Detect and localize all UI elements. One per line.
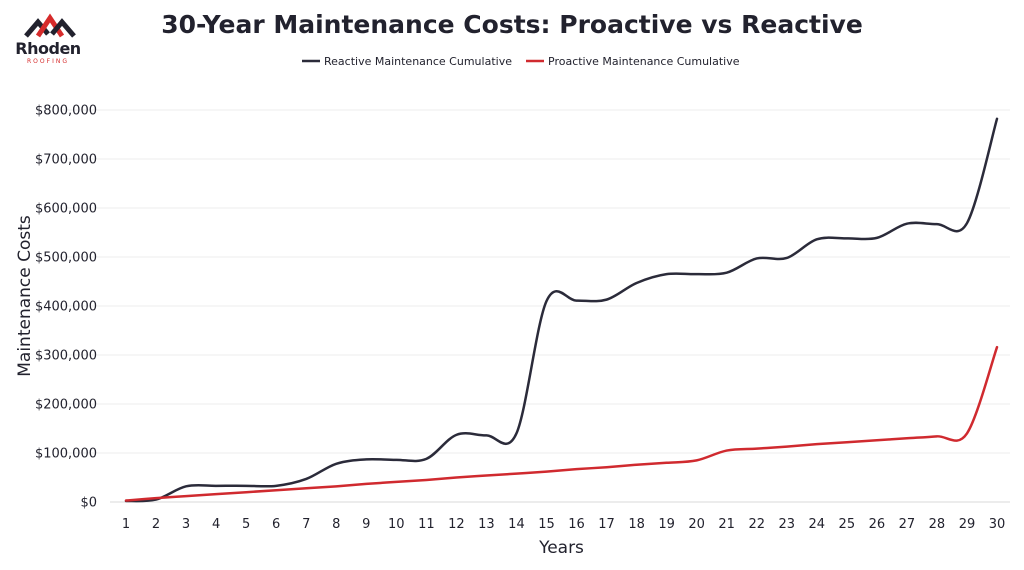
- x-tick-label: 7: [302, 517, 310, 532]
- x-tick-label: 21: [718, 517, 735, 532]
- rhoden-roofing-logo: Rhoden ROOFING: [10, 8, 90, 68]
- legend-label: Reactive Maintenance Cumulative: [324, 55, 512, 68]
- x-tick-label: 20: [688, 517, 705, 532]
- x-tick-label: 14: [508, 517, 525, 532]
- y-tick-label: $400,000: [35, 300, 97, 315]
- y-tick-label: $300,000: [35, 349, 97, 364]
- x-tick-label: 19: [658, 517, 675, 532]
- x-tick-label: 28: [929, 517, 946, 532]
- x-tick-label: 16: [568, 517, 585, 532]
- x-tick-label: 25: [839, 517, 856, 532]
- x-tick-label: 22: [748, 517, 765, 532]
- series-line-reactive: [124, 117, 999, 503]
- x-tick-label: 4: [212, 517, 220, 532]
- x-tick-label: 27: [899, 517, 916, 532]
- x-tick-label: 11: [418, 517, 435, 532]
- series-lines: [124, 117, 999, 503]
- x-axis-title: Years: [538, 538, 584, 558]
- x-tick-label: 3: [182, 517, 190, 532]
- y-tick-label: $600,000: [35, 202, 97, 217]
- y-tick-label: $500,000: [35, 251, 97, 266]
- x-tick-label: 6: [272, 517, 280, 532]
- x-tick-label: 15: [538, 517, 555, 532]
- chart-title: 30-Year Maintenance Costs: Proactive vs …: [161, 10, 863, 39]
- x-tick-label: 5: [242, 517, 250, 532]
- x-tick-label: 2: [152, 517, 160, 532]
- x-tick-label: 29: [959, 517, 976, 532]
- legend: Reactive Maintenance Cumulative Proactive…: [302, 55, 740, 68]
- y-tick-label: $0: [80, 496, 97, 511]
- y-tick-label: $800,000: [35, 104, 97, 119]
- x-tick-label: 9: [362, 517, 370, 532]
- y-tick-label: $700,000: [35, 153, 97, 168]
- x-tick-label: 30: [989, 517, 1006, 532]
- y-tick-label: $200,000: [35, 398, 97, 413]
- logo-sub-text: ROOFING: [27, 58, 69, 65]
- x-tick-label: 10: [388, 517, 405, 532]
- x-tick-label: 18: [628, 517, 645, 532]
- series-line-proactive: [124, 345, 999, 502]
- legend-label: Proactive Maintenance Cumulative: [548, 55, 740, 68]
- x-tick-label: 8: [332, 517, 340, 532]
- y-axis-title: Maintenance Costs: [15, 215, 35, 377]
- y-tick-label: $100,000: [35, 447, 97, 462]
- x-tick-label: 13: [478, 517, 495, 532]
- x-tick-label: 17: [598, 517, 615, 532]
- x-tick-label: 1: [122, 517, 130, 532]
- logo-roof-right: [50, 18, 76, 38]
- gridlines: [60, 109, 1010, 503]
- x-axis-ticks: 1 2 3 4 5 6 7 8 9 10 11 12 13 14 15 16 17 18 19 20 21 22 23 24 2…: [122, 517, 1005, 532]
- x-tick-label: 24: [809, 517, 826, 532]
- x-tick-label: 26: [869, 517, 886, 532]
- logo-brand-text: Rhoden: [15, 39, 81, 58]
- x-tick-label: 12: [448, 517, 465, 532]
- y-axis-ticks: $0 $100,000 $200,000 $300,000 $400,000 $500,0…: [35, 104, 97, 511]
- x-tick-label: 23: [778, 517, 795, 532]
